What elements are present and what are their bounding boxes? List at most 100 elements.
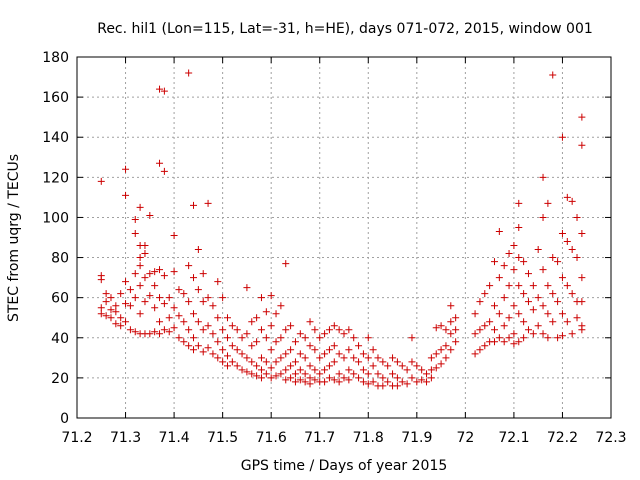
data-point — [558, 274, 566, 282]
data-point — [486, 282, 494, 290]
data-point — [393, 382, 401, 390]
data-point — [219, 358, 227, 366]
data-point — [277, 302, 285, 310]
data-point — [199, 326, 207, 334]
data-point — [190, 310, 198, 318]
data-point — [510, 242, 518, 250]
data-point — [267, 364, 275, 372]
data-point — [257, 354, 265, 362]
data-point — [282, 366, 290, 374]
data-point — [558, 332, 566, 340]
y-tick-label: 160 — [42, 90, 69, 106]
x-tick-label: 72.3 — [595, 430, 626, 446]
data-point — [510, 340, 518, 348]
data-point — [296, 376, 304, 384]
data-point — [539, 330, 547, 338]
data-point — [136, 310, 144, 318]
data-point — [170, 231, 178, 239]
data-point — [427, 354, 435, 362]
data-point — [549, 254, 557, 262]
data-point — [442, 326, 450, 334]
data-point — [500, 322, 508, 330]
data-point — [505, 334, 513, 342]
data-point — [471, 350, 479, 358]
data-point — [301, 354, 309, 362]
data-point — [267, 374, 275, 382]
data-point — [248, 370, 256, 378]
y-tick-label: 60 — [51, 291, 69, 307]
data-point — [398, 378, 406, 386]
data-point — [107, 314, 115, 322]
data-point — [180, 338, 188, 346]
data-point — [408, 334, 416, 342]
data-point — [214, 278, 222, 286]
data-point — [253, 314, 261, 322]
data-point — [156, 294, 164, 302]
data-point — [427, 366, 435, 374]
data-point — [359, 366, 367, 374]
data-point — [272, 310, 280, 318]
data-point — [122, 318, 130, 326]
data-point — [500, 294, 508, 302]
data-point — [156, 159, 164, 167]
data-point — [515, 338, 523, 346]
data-point — [209, 330, 217, 338]
data-point — [578, 274, 586, 282]
data-point — [389, 370, 397, 378]
data-point — [321, 378, 329, 386]
data-point — [437, 360, 445, 368]
data-point — [190, 346, 198, 354]
data-point — [214, 354, 222, 362]
data-point — [325, 346, 333, 354]
data-point — [136, 203, 144, 211]
data-point — [185, 342, 193, 350]
data-point — [369, 362, 377, 370]
data-point — [156, 330, 164, 338]
grid-layer — [77, 57, 611, 418]
data-point — [146, 211, 154, 219]
data-point — [253, 338, 261, 346]
data-point — [282, 376, 290, 384]
data-point — [500, 262, 508, 270]
data-point — [97, 276, 105, 284]
data-point — [364, 370, 372, 378]
data-point — [418, 366, 426, 374]
data-point — [204, 322, 212, 330]
data-point — [262, 308, 270, 316]
data-point — [573, 213, 581, 221]
data-point — [112, 308, 120, 316]
data-point — [233, 362, 241, 370]
data-point — [214, 338, 222, 346]
data-point — [335, 326, 343, 334]
y-tick-label: 120 — [42, 170, 69, 186]
data-point — [209, 302, 217, 310]
data-point — [107, 306, 115, 314]
data-point — [238, 366, 246, 374]
data-point — [452, 314, 460, 322]
data-point — [146, 330, 154, 338]
data-point — [369, 378, 377, 386]
data-point — [330, 376, 338, 384]
plot-frame — [76, 56, 612, 419]
data-point — [311, 346, 319, 354]
data-point — [272, 338, 280, 346]
x-tick-label: 72 — [456, 430, 474, 446]
data-point — [170, 268, 178, 276]
data-point — [243, 368, 251, 376]
data-point — [117, 314, 125, 322]
data-point — [160, 272, 168, 280]
data-point — [151, 304, 159, 312]
x-tick-label: 72.2 — [547, 430, 578, 446]
data-point — [476, 298, 484, 306]
data-point — [253, 372, 261, 380]
data-point — [112, 302, 120, 310]
data-point — [335, 370, 343, 378]
data-point — [520, 334, 528, 342]
data-point — [364, 334, 372, 342]
y-tick-label: 140 — [42, 130, 69, 146]
data-point — [287, 346, 295, 354]
data-point — [97, 310, 105, 318]
data-point — [243, 284, 251, 292]
data-point — [578, 141, 586, 149]
data-point — [384, 378, 392, 386]
